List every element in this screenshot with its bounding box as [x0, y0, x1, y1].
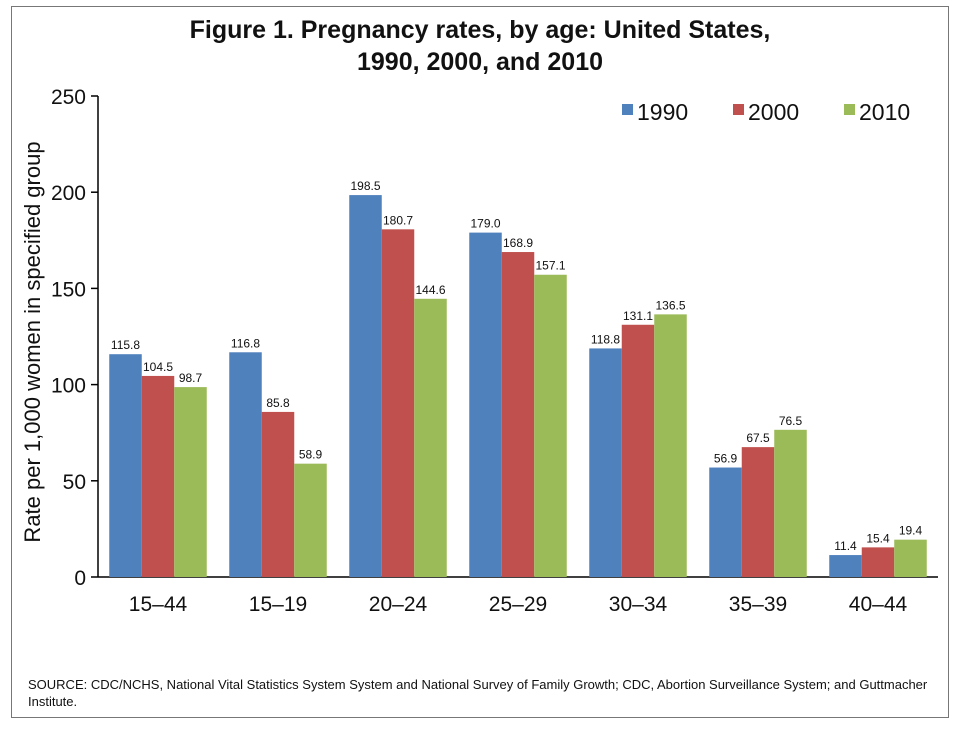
x-tick-label: 25–29: [489, 593, 547, 616]
x-tick-label: 15–44: [129, 593, 188, 616]
source-note: SOURCE: CDC/NCHS, National Vital Statist…: [28, 677, 928, 709]
y-tick-label: 200: [51, 182, 86, 205]
data-label-1990: 179.0: [470, 217, 500, 231]
bar-2010: [894, 539, 927, 577]
data-label-1990: 56.9: [714, 452, 738, 466]
bar-2000: [501, 252, 535, 577]
legend-label-2010: 2010: [859, 99, 910, 125]
bar-2000: [861, 547, 895, 577]
bar-1990: [829, 555, 862, 577]
bar-2000: [741, 447, 775, 577]
data-label-2010: 157.1: [535, 259, 565, 273]
bar-1990: [709, 467, 742, 577]
bar-2010: [294, 463, 327, 577]
legend-label-2000: 2000: [748, 99, 799, 125]
data-label-1990: 116.8: [231, 336, 260, 350]
legend-swatch-2010: [844, 104, 855, 115]
bar-1990: [229, 352, 262, 577]
data-label-2010: 136.5: [655, 298, 685, 312]
data-label-2000: 104.5: [143, 360, 173, 374]
data-label-1990: 11.4: [834, 539, 857, 553]
y-axis-title: Rate per 1,000 women in specified group: [20, 141, 45, 542]
bar-2000: [141, 375, 175, 577]
bar-2000: [381, 229, 415, 578]
legend-swatch-2000: [733, 104, 744, 115]
legend: 1990 2000 2010: [622, 99, 910, 125]
data-label-2000: 131.1: [623, 309, 653, 323]
bar-2010: [654, 314, 687, 577]
data-label-1990: 198.5: [350, 179, 380, 193]
data-label-2010: 19.4: [899, 524, 923, 538]
data-label-1990: 115.8: [111, 338, 140, 352]
data-label-2000: 85.8: [266, 396, 290, 410]
bar-2000: [621, 324, 655, 577]
data-label-2000: 168.9: [503, 236, 533, 250]
chart-title-line-1: Figure 1. Pregnancy rates, by age: Unite…: [189, 16, 771, 44]
legend-swatch-1990: [622, 104, 633, 115]
data-label-2010: 144.6: [415, 283, 445, 297]
x-tick-label: 40–44: [849, 593, 908, 616]
y-tick-label: 50: [63, 471, 86, 494]
bar-2010: [774, 429, 807, 577]
legend-label-1990: 1990: [637, 99, 688, 125]
bar-1990: [349, 195, 382, 577]
bar-1990: [469, 232, 502, 577]
x-tick-label: 20–24: [369, 593, 428, 616]
y-tick-label: 0: [74, 567, 86, 590]
y-tick-label: 100: [51, 375, 86, 398]
y-tick-label: 250: [51, 86, 86, 109]
data-label-2010: 58.9: [299, 448, 323, 462]
data-label-2000: 67.5: [746, 431, 770, 445]
data-label-2000: 180.7: [383, 213, 413, 227]
data-label-2010: 76.5: [779, 414, 803, 428]
data-label-1990: 118.8: [591, 332, 620, 346]
bar-2010: [534, 274, 567, 577]
chart-title: Figure 1. Pregnancy rates, by age: Unite…: [11, 14, 949, 78]
y-tick-label: 150: [51, 278, 86, 301]
bar-1990: [589, 348, 622, 577]
x-tick-label: 30–34: [609, 593, 668, 616]
data-label-2010: 98.7: [179, 371, 203, 385]
bar-2010: [414, 298, 447, 577]
bar-2010: [174, 387, 207, 577]
chart-title-line-2: 1990, 2000, and 2010: [356, 48, 604, 76]
y-axis-title-group: Rate per 1,000 women in specified group: [20, 141, 45, 542]
x-tick-label: 15–19: [249, 593, 307, 616]
bar-2000: [261, 411, 295, 577]
x-tick-label: 35–39: [729, 593, 787, 616]
data-label-2000: 15.4: [866, 531, 890, 545]
bar-1990: [109, 354, 142, 577]
